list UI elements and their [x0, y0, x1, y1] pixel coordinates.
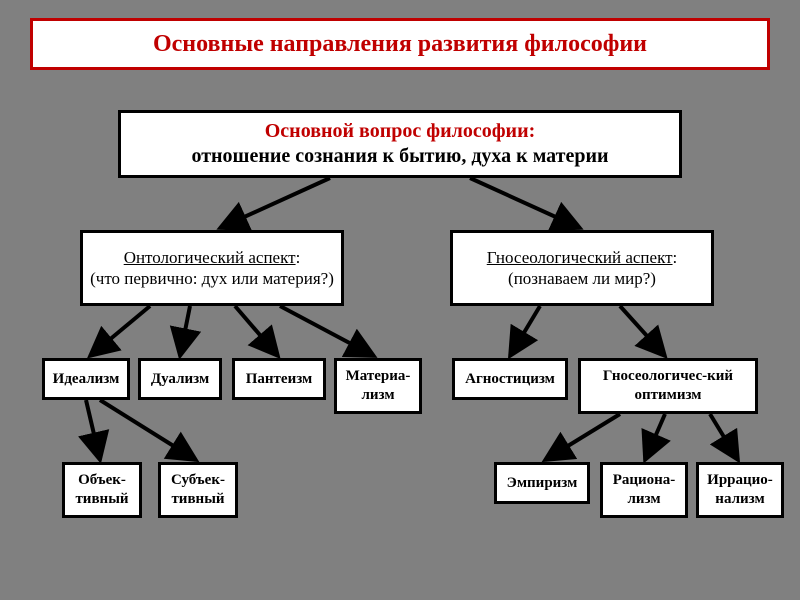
main-question-box: Основной вопрос философии: отношение соз…: [118, 110, 682, 178]
question-line1: Основной вопрос философии:: [265, 119, 536, 144]
leaf-gnos-optimism: Гносеологичес-кий оптимизм: [578, 358, 758, 414]
label: Дуализм: [151, 370, 209, 389]
label: Идеализм: [53, 370, 120, 389]
leaf-irrationalism: Иррацио- нализм: [696, 462, 784, 518]
gnoseological-sub: (познаваем ли мир?): [508, 268, 656, 289]
label: Гносеологичес-кий оптимизм: [603, 367, 733, 405]
label: Рациона- лизм: [613, 471, 676, 509]
ontological-heading: Онтологический аспект:: [124, 247, 301, 268]
leaf-rationalism: Рациона- лизм: [600, 462, 688, 518]
label: Иррацио- нализм: [707, 471, 773, 509]
ontological-aspect: Онтологический аспект: (что первично: ду…: [80, 230, 344, 306]
leaf-materialism: Материа- лизм: [334, 358, 422, 414]
diagram-title: Основные направления развития философии: [30, 18, 770, 70]
leaf-objective: Объек- тивный: [62, 462, 142, 518]
leaf-pantheism: Пантеизм: [232, 358, 326, 400]
gnoseological-heading: Гносеологический аспект:: [487, 247, 678, 268]
label: Объек- тивный: [75, 471, 128, 509]
label: Пантеизм: [246, 370, 313, 389]
leaf-idealism: Идеализм: [42, 358, 130, 400]
leaf-agnosticism: Агностицизм: [452, 358, 568, 400]
leaf-dualism: Дуализм: [138, 358, 222, 400]
ontological-sub: (что первично: дух или материя?): [90, 268, 334, 289]
label: Агностицизм: [465, 370, 555, 389]
label: Эмпиризм: [507, 474, 578, 493]
title-text: Основные направления развития философии: [153, 29, 647, 59]
label: Материа- лизм: [346, 367, 411, 405]
question-line2: отношение сознания к бытию, духа к матер…: [191, 144, 608, 169]
leaf-subjective: Субъек- тивный: [158, 462, 238, 518]
gnoseological-aspect: Гносеологический аспект: (познаваем ли м…: [450, 230, 714, 306]
leaf-empiricism: Эмпиризм: [494, 462, 590, 504]
label: Субъек- тивный: [171, 471, 225, 509]
